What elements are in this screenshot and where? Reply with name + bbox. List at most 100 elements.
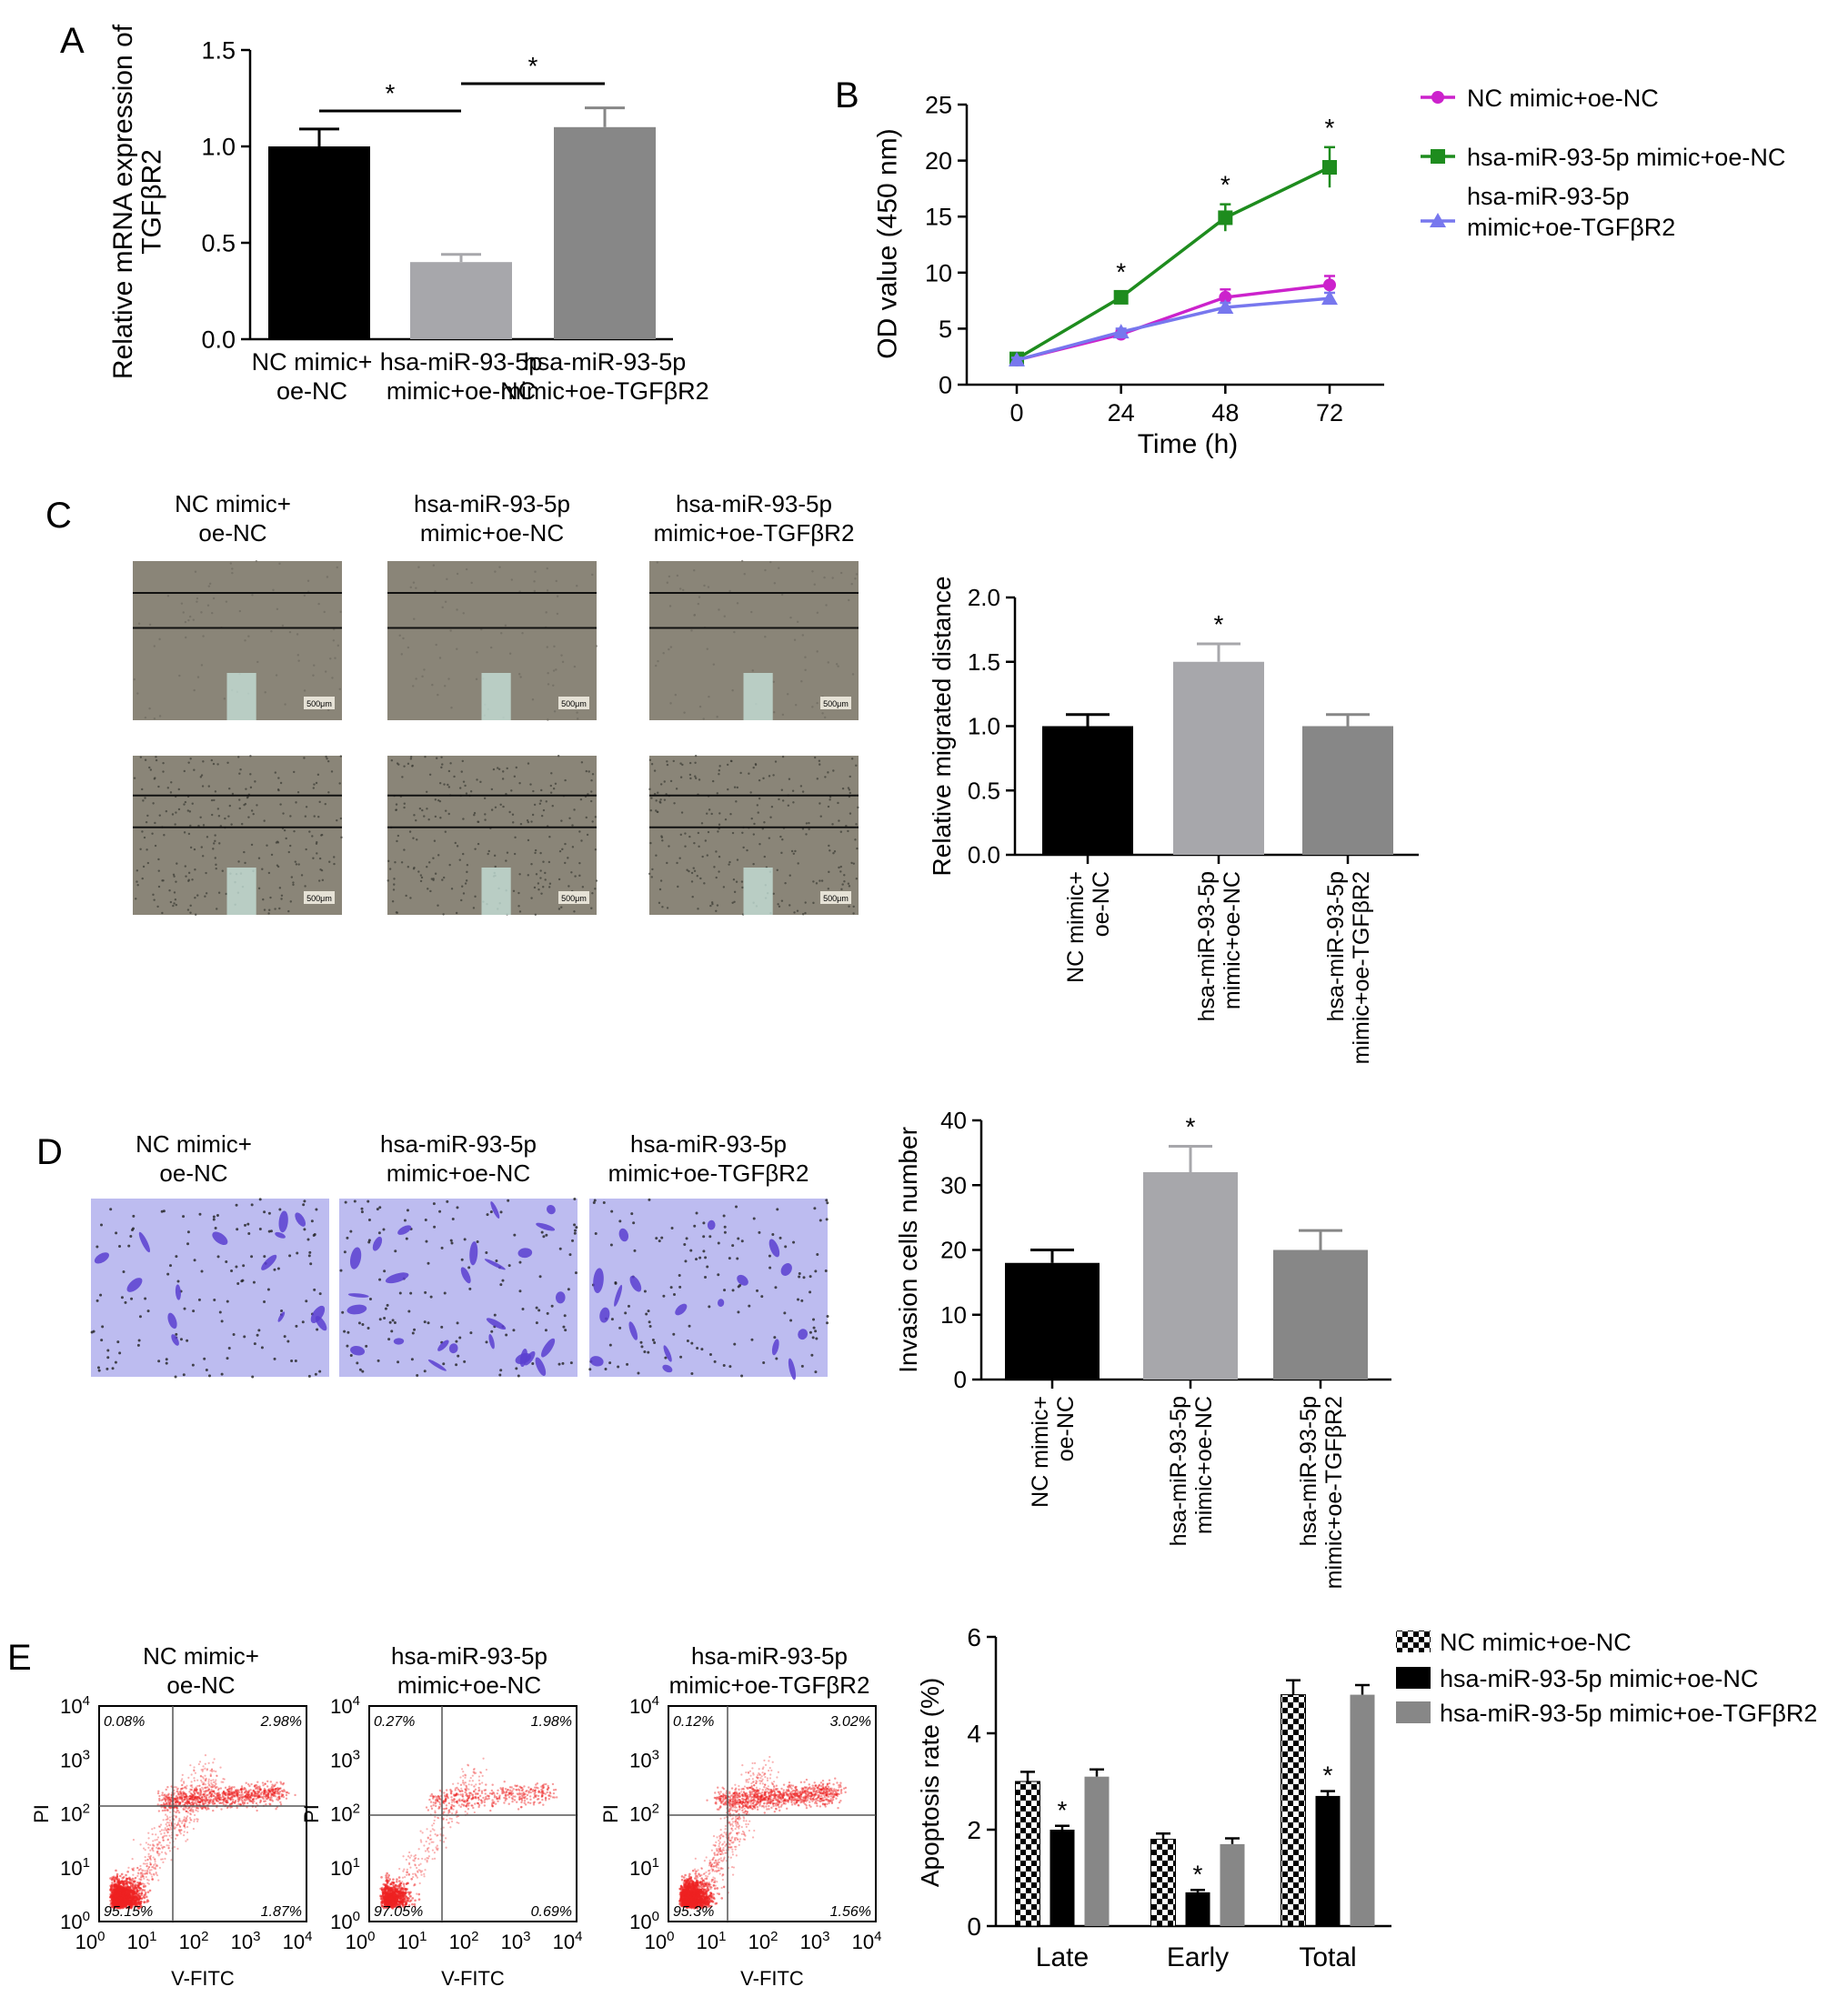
d-membrane-pore	[423, 1370, 427, 1373]
d-membrane-pore	[704, 1275, 708, 1279]
d-membrane-pore	[424, 1290, 427, 1294]
c-cell-speck	[275, 674, 278, 677]
c-cell-speck	[560, 906, 563, 908]
e-event-dot	[252, 1801, 255, 1805]
d-category-label: hsa-miR-93-5p	[1166, 1396, 1191, 1546]
c-cell-speck	[751, 669, 754, 672]
e-event-dot	[110, 1885, 113, 1889]
e-event-dot	[203, 1792, 206, 1796]
c-cell-speck	[421, 808, 424, 812]
d-membrane-pore	[165, 1361, 168, 1365]
e-event-dot	[126, 1877, 129, 1881]
e-event-dot	[225, 1799, 227, 1802]
e-event-dot	[119, 1889, 122, 1892]
e-event-dot	[125, 1873, 127, 1877]
c-cell-speck	[718, 870, 720, 873]
e-event-dot	[278, 1796, 281, 1799]
c-cell-speck	[538, 802, 542, 805]
d-membrane-pore	[700, 1348, 704, 1351]
d-membrane-pore	[232, 1332, 236, 1336]
e-event-dot	[180, 1791, 183, 1794]
d-membrane-pore	[498, 1373, 502, 1377]
c-cell-speck	[845, 824, 848, 828]
e-event-dot	[134, 1882, 137, 1885]
c-cell-speck	[590, 799, 593, 803]
c-light-reflection	[481, 673, 511, 720]
c-cell-speck	[199, 816, 202, 818]
d-invaded-cell	[372, 1236, 383, 1251]
d-membrane-pore	[101, 1325, 105, 1329]
e-event-dot	[155, 1833, 157, 1836]
d-membrane-pore	[182, 1215, 186, 1219]
c-cell-speck	[397, 834, 400, 838]
c-cell-speck	[827, 771, 829, 774]
c-cell-speck	[533, 886, 537, 889]
c-cell-speck	[444, 809, 447, 812]
e-event-dot	[213, 1758, 216, 1761]
c-cell-speck	[154, 844, 157, 848]
c-cell-speck	[788, 904, 791, 907]
c-cell-speck	[514, 836, 517, 839]
d-invaded-cell	[212, 1231, 228, 1246]
e-event-dot	[135, 1892, 137, 1894]
c-cell-speck	[407, 762, 410, 766]
d-membrane-pore	[384, 1307, 387, 1310]
c-cell-speck	[804, 901, 807, 904]
c-cell-speck	[274, 771, 277, 774]
c-cell-speck	[484, 818, 487, 821]
d-membrane-pore	[443, 1291, 447, 1295]
e-event-dot	[226, 1789, 229, 1791]
c-cell-speck	[540, 814, 544, 818]
c-cell-speck	[435, 757, 438, 759]
e-event-dot	[214, 1798, 217, 1801]
e-event-dot	[207, 1761, 210, 1764]
e-event-dot	[186, 1797, 189, 1801]
c-cell-speck	[403, 806, 406, 809]
e-event-dot	[133, 1900, 136, 1903]
c-cell-speck	[169, 791, 173, 794]
c-cell-speck	[438, 799, 442, 803]
c-cell-speck	[698, 778, 701, 781]
e-event-dot	[188, 1802, 191, 1805]
c-cell-speck	[187, 761, 190, 764]
e-event-dot	[245, 1794, 247, 1797]
c-cell-speck	[533, 803, 537, 807]
d-membrane-pore	[647, 1310, 650, 1313]
c-cell-speck	[542, 860, 545, 863]
c-cell-speck	[513, 775, 517, 778]
c-cell-speck	[438, 782, 442, 785]
e-event-dot	[147, 1852, 150, 1855]
d-invaded-cell	[469, 1241, 478, 1266]
d-membrane-pore	[383, 1317, 387, 1320]
c-cell-speck	[668, 647, 670, 651]
c-cell-speck	[331, 677, 334, 679]
c-cell-speck	[560, 654, 563, 657]
c-cell-speck	[245, 788, 247, 790]
d-invaded-cell	[490, 1201, 500, 1219]
e-event-dot	[137, 1869, 140, 1872]
e-event-dot	[121, 1892, 125, 1895]
c-cell-speck	[456, 647, 458, 650]
c-cell-speck	[710, 901, 714, 904]
c-cell-speck	[475, 677, 478, 681]
d-membrane-pore	[717, 1241, 720, 1245]
e-event-dot	[176, 1811, 178, 1814]
e-event-dot	[139, 1892, 142, 1895]
d-membrane-pore	[693, 1224, 697, 1228]
c-cell-speck	[715, 909, 718, 912]
b-data-point	[1323, 278, 1336, 292]
a-y-tick-label: 1.5	[201, 36, 236, 64]
c-cell-speck	[710, 812, 713, 816]
d-membrane-pore	[618, 1219, 622, 1223]
e-event-dot	[157, 1810, 161, 1812]
e-event-dot	[226, 1792, 229, 1795]
e-x-tick-label: 100	[75, 1929, 105, 1953]
e-event-dot	[136, 1874, 139, 1878]
e-event-dot	[168, 1799, 172, 1801]
c-category-label: mimic+oe-NC	[1220, 871, 1245, 1009]
b-data-point	[1218, 210, 1233, 226]
e-event-dot	[190, 1807, 193, 1810]
d-membrane-pore	[157, 1360, 161, 1363]
c-cell-speck	[216, 808, 220, 810]
c-cell-speck	[274, 908, 276, 910]
